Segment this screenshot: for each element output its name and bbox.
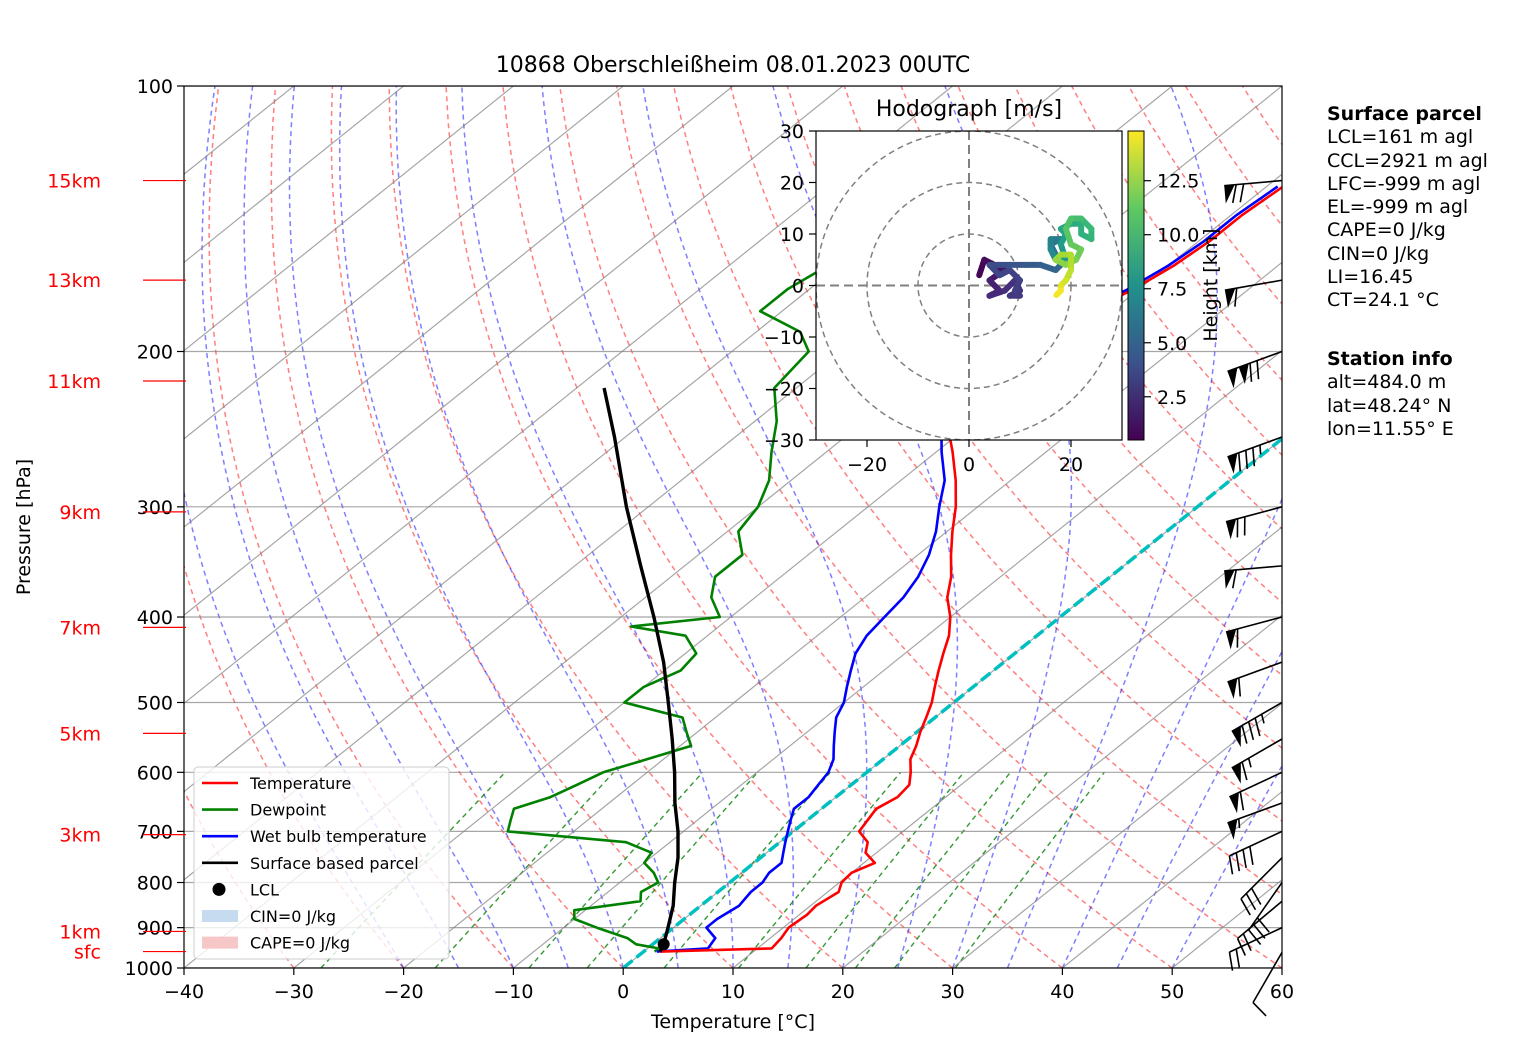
surface-parcel-line: CIN=0 J/kg: [1327, 243, 1488, 266]
hodograph-title: Hodograph [m/s]: [876, 97, 1062, 122]
colorbar-tick-label: 5.0: [1157, 333, 1187, 355]
moist-adiabat: [462, 86, 733, 968]
x-tick-label: 30: [941, 981, 965, 1003]
wind-barb: [1227, 662, 1282, 699]
station-info-title: Station info: [1327, 348, 1454, 371]
mixing-ratio-line: [435, 772, 614, 968]
colorbar-tick-label: 12.5: [1157, 171, 1199, 193]
surface-parcel-line: LFC=-999 m agl: [1327, 173, 1488, 196]
wind-barb: [1224, 566, 1282, 589]
hodograph-x-tick-label: −20: [847, 454, 887, 476]
y-tick-label: 700: [137, 821, 173, 843]
moist-adiabat: [542, 86, 793, 968]
y-tick-label: 500: [137, 692, 173, 714]
legend-label: Dewpoint: [250, 801, 326, 820]
hodograph-inset: Hodograph [m/s] −20 0 20 30 20 10 0 −10 −20 −30 2…: [764, 97, 1222, 476]
hodograph-x-tick-label: 20: [1059, 454, 1083, 476]
height-label: 11km: [47, 371, 101, 393]
surface-parcel-line: EL=-999 m agl: [1327, 196, 1488, 219]
station-info-box: Station info alt=484.0 m lat=48.24° N lo…: [1327, 348, 1454, 441]
height-label: 1km: [59, 921, 101, 943]
surface-parcel-title: Surface parcel: [1327, 103, 1488, 126]
y-axis-label: Pressure [hPa]: [13, 459, 35, 595]
legend-label: CIN=0 J/kg: [250, 907, 336, 926]
y-tick-label: 400: [137, 607, 173, 629]
y-tick-label: 600: [137, 762, 173, 784]
colorbar-label: Height [km]: [1200, 228, 1222, 341]
colorbar-tick-label: 10.0: [1157, 225, 1199, 247]
colorbar-tick-label: 7.5: [1157, 279, 1187, 301]
height-label: 3km: [59, 825, 101, 847]
surface-parcel-line: LI=16.45: [1327, 266, 1488, 289]
surface-parcel-box: Surface parcel LCL=161 m agl CCL=2921 m …: [1327, 103, 1488, 313]
lcl-marker: [658, 938, 670, 950]
hodograph-y-tick-label: 0: [792, 276, 804, 298]
y-tick-label: 200: [137, 342, 173, 364]
hodograph-y-tick-label: −10: [764, 327, 804, 349]
x-tick-label: −10: [493, 981, 533, 1003]
hodograph-y-tick-label: −30: [764, 430, 804, 452]
hodograph-y-tick-label: 20: [780, 173, 804, 195]
y-tick-label: 800: [137, 873, 173, 895]
x-tick-label: 0: [617, 981, 629, 1003]
wind-barb: [1229, 928, 1282, 971]
height-label: sfc: [74, 942, 101, 964]
mixing-ratio-line: [955, 772, 1104, 968]
height-label: 5km: [59, 723, 101, 745]
x-tick-label: 40: [1050, 981, 1074, 1003]
wind-barb: [1229, 772, 1282, 813]
station-info-line: lon=11.55° E: [1327, 418, 1454, 441]
x-tick-label: 10: [721, 981, 745, 1003]
surface-parcel-line: CAPE=0 J/kg: [1327, 219, 1488, 242]
x-tick-label: 50: [1160, 981, 1184, 1003]
legend-label: Wet bulb temperature: [250, 827, 427, 846]
y-tick-label: 100: [137, 76, 173, 98]
hodograph-y-tick-label: 10: [780, 224, 804, 246]
colorbar-axes: 2.5 5.0 7.5 10.0 12.5: [1144, 171, 1199, 409]
legend-label: LCL: [250, 880, 279, 899]
surface-parcel-line: LCL=161 m agl: [1327, 126, 1488, 149]
x-tick-label: −40: [164, 981, 204, 1003]
wind-barb: [1229, 831, 1282, 874]
height-label: 13km: [47, 270, 101, 292]
height-label: 15km: [47, 171, 101, 193]
y-tick-label: 900: [137, 918, 173, 940]
surface-parcel-line: CCL=2921 m agl: [1327, 150, 1488, 173]
wind-barb: [1225, 280, 1282, 308]
x-tick-label: −20: [384, 981, 424, 1003]
hodograph-y-tick-label: −20: [764, 379, 804, 401]
wind-barb: [1227, 437, 1282, 474]
x-tick-label: 60: [1270, 981, 1294, 1003]
hodograph-segment: [1056, 291, 1061, 296]
colorbar: [1128, 131, 1144, 440]
wind-barbs: [1224, 181, 1282, 1016]
x-axis-label: Temperature [°C]: [650, 1011, 815, 1033]
legend-label: Temperature: [249, 774, 351, 793]
legend: Temperature Dewpoint Wet bulb temperature S…: [194, 767, 449, 959]
wind-barb: [1238, 901, 1282, 955]
x-tick-label: 20: [831, 981, 855, 1003]
x-tick-label: −30: [274, 981, 314, 1003]
surface-parcel-line: CT=24.1 °C: [1327, 289, 1488, 312]
chart-title: 10868 Oberschleißheim 08.01.2023 00UTC: [496, 53, 971, 78]
y-tick-label: 300: [137, 497, 173, 519]
station-info-line: lat=48.24° N: [1327, 395, 1454, 418]
series-surface-based-parcel-line: [604, 388, 678, 952]
height-label: 9km: [59, 502, 101, 524]
wind-barb: [1232, 739, 1282, 784]
y-tick-label: 1000: [125, 958, 173, 980]
colorbar-tick-label: 2.5: [1157, 387, 1187, 409]
hodograph-y-tick-label: 30: [780, 121, 804, 143]
legend-label: CAPE=0 J/kg: [250, 934, 350, 953]
legend-label: Surface based parcel: [250, 854, 419, 873]
height-label: 7km: [59, 617, 101, 639]
station-info-line: alt=484.0 m: [1327, 371, 1454, 394]
hodograph-x-tick-label: 0: [963, 454, 975, 476]
mixing-ratio-line: [739, 772, 901, 968]
